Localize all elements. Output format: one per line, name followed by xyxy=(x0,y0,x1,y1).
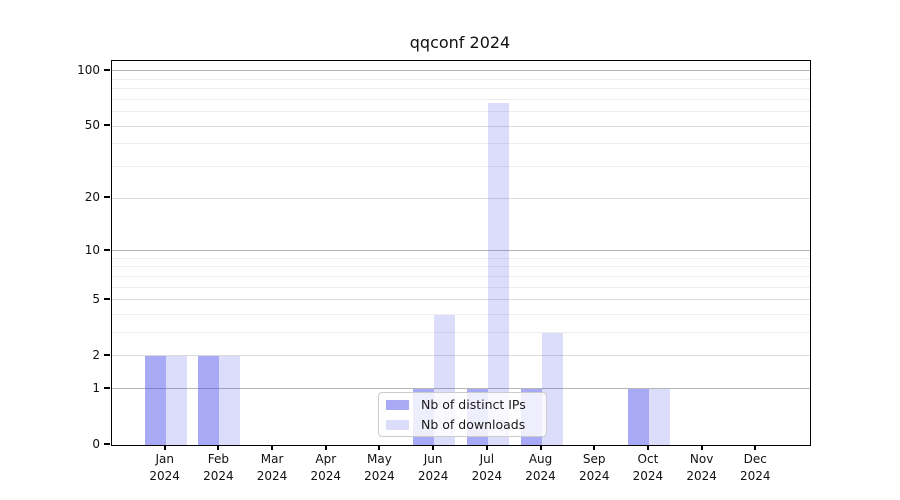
gridline-mid xyxy=(112,299,810,301)
gridline-minor xyxy=(112,275,810,277)
gridline-minor xyxy=(112,166,810,168)
gridline-major xyxy=(112,70,810,72)
x-axis-tick xyxy=(485,445,488,450)
gridline-minor xyxy=(112,286,810,288)
y-axis-tick xyxy=(104,443,110,445)
x-axis-label: Sep 2024 xyxy=(578,452,610,483)
gridline-minor xyxy=(112,78,810,80)
x-axis-tick xyxy=(271,445,274,450)
x-axis-tick xyxy=(217,445,220,450)
y-axis-tick xyxy=(104,353,110,356)
x-axis-label: May 2024 xyxy=(364,452,395,483)
legend-label-downloads: Nb of downloads xyxy=(421,417,526,432)
x-axis-tick xyxy=(378,445,381,450)
x-axis-label: Jan 2024 xyxy=(149,452,180,483)
x-axis-label: Feb 2024 xyxy=(203,452,234,483)
gridline-minor xyxy=(112,257,810,259)
gridline-major xyxy=(112,388,810,390)
y-axis-label: 5 xyxy=(92,291,100,306)
bar-distinct-ips xyxy=(144,355,166,445)
x-axis-tick xyxy=(646,445,649,450)
x-axis-label: Aug 2024 xyxy=(525,452,556,483)
gridline-minor xyxy=(112,314,810,315)
x-axis-tick xyxy=(163,445,166,450)
legend-swatch-distinct-ips xyxy=(386,399,409,410)
y-axis-tick xyxy=(104,124,110,127)
y-axis-tick xyxy=(104,248,110,251)
legend-item-distinct-ips: Nb of distinct IPs xyxy=(386,397,546,413)
chart-title: qqconf 2024 xyxy=(409,33,511,52)
bar-downloads xyxy=(487,102,509,445)
x-axis-label: Apr 2024 xyxy=(310,452,342,483)
y-axis-label: 100 xyxy=(77,62,100,77)
x-axis-label: Jul 2024 xyxy=(471,452,503,483)
x-axis-label: Nov 2024 xyxy=(686,452,717,483)
y-axis-tick xyxy=(104,297,110,300)
gridline-minor xyxy=(112,111,810,113)
gridline-mid xyxy=(112,125,810,127)
legend-swatch-downloads xyxy=(386,419,409,430)
gridline-major xyxy=(112,250,810,252)
gridline-minor xyxy=(112,266,810,268)
y-axis-label: 10 xyxy=(84,242,100,257)
y-axis-tick xyxy=(104,386,110,389)
x-axis-tick xyxy=(539,445,542,450)
bar-distinct-ips xyxy=(198,355,220,445)
y-axis-label: 2 xyxy=(92,347,100,362)
x-axis-tick xyxy=(432,445,435,450)
y-axis-label: 20 xyxy=(84,190,100,205)
gridline-mid xyxy=(112,197,810,199)
y-axis-tick xyxy=(104,196,110,199)
x-axis-label: Mar 2024 xyxy=(256,452,288,483)
legend-item-downloads: Nb of downloads xyxy=(386,417,546,433)
legend-label-distinct-ips: Nb of distinct IPs xyxy=(421,397,526,412)
y-axis-label: 1 xyxy=(92,380,100,395)
y-axis-label: 50 xyxy=(84,118,100,133)
x-axis-label: Oct 2024 xyxy=(632,452,664,483)
y-axis-tick xyxy=(104,68,110,71)
bar-downloads xyxy=(648,388,670,445)
x-axis-tick xyxy=(593,445,596,450)
bar-downloads xyxy=(219,355,241,445)
x-axis-tick xyxy=(324,445,327,450)
y-axis-label: 0 xyxy=(92,437,100,451)
gridline-minor xyxy=(112,98,810,100)
x-axis-tick xyxy=(700,445,703,450)
gridline-minor xyxy=(112,332,810,334)
bar-downloads xyxy=(165,355,187,445)
gridline-minor xyxy=(112,88,810,90)
gridline-mid xyxy=(112,355,810,357)
x-axis-tick xyxy=(754,445,757,450)
plot-area xyxy=(111,60,811,446)
bar-distinct-ips xyxy=(627,388,649,445)
gridline-minor xyxy=(112,143,810,145)
legend: Nb of distinct IPs Nb of downloads xyxy=(378,392,547,437)
x-axis-label: Dec 2024 xyxy=(740,452,771,483)
x-axis-label: Jun 2024 xyxy=(417,452,449,483)
